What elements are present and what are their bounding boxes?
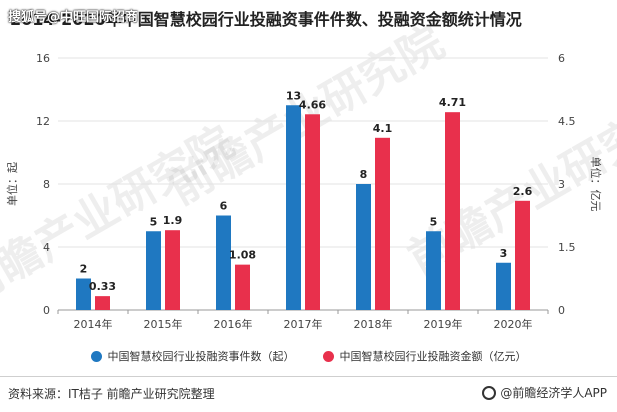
data-label-count: 6 <box>220 200 228 213</box>
brand: @前瞻经济学人APP <box>482 384 607 401</box>
bar-amount <box>165 230 180 310</box>
chart-title: 2014-2020年中国智慧校园行业投融资事件件数、投融资金额统计情况 <box>10 10 522 29</box>
bar-amount <box>305 114 320 310</box>
data-label-count: 13 <box>286 89 301 102</box>
bar-amount <box>95 296 110 310</box>
data-label-count: 8 <box>360 168 368 181</box>
bar-count <box>146 231 161 310</box>
y2-tick-label: 6 <box>558 52 565 65</box>
x-tick-label: 2015年 <box>144 317 183 331</box>
bar-count <box>426 231 441 310</box>
x-tick-label: 2020年 <box>494 317 533 331</box>
data-label-count: 2 <box>80 263 88 276</box>
x-tick-label: 2019年 <box>424 317 463 331</box>
y-axis-label: 单位：起 <box>5 162 19 206</box>
data-label-amount: 4.71 <box>439 96 466 109</box>
y2-tick-label: 3 <box>558 178 565 191</box>
y2-tick-label: 4.5 <box>558 115 576 128</box>
bar-count <box>76 278 91 310</box>
data-label-amount: 0.33 <box>89 280 116 293</box>
brand-logo-icon <box>482 385 497 400</box>
bar-count <box>286 105 301 310</box>
y-tick-label: 4 <box>43 241 50 254</box>
x-tick-label: 2017年 <box>284 317 323 331</box>
y-tick-label: 12 <box>36 115 50 128</box>
y-tick-label: 8 <box>43 178 50 191</box>
data-label-count: 3 <box>500 247 508 260</box>
legend-item-amount: 中国智慧校园行业投融资金额（亿元） <box>322 345 527 367</box>
y-tick-label: 16 <box>36 52 50 65</box>
bar-amount <box>515 200 530 310</box>
bar-amount <box>375 137 390 310</box>
data-label-amount: 2.6 <box>513 185 533 198</box>
data-label-amount: 1.08 <box>229 249 256 262</box>
y2-tick-label: 1.5 <box>558 241 576 254</box>
legend-marker-amount <box>322 350 334 362</box>
data-label-amount: 4.66 <box>299 98 326 111</box>
bar-count <box>216 215 231 310</box>
data-label-count: 5 <box>430 215 438 228</box>
legend-marker-count <box>90 350 102 362</box>
y-tick-label: 0 <box>43 304 50 317</box>
y2-axis-label: 单位：亿元 <box>589 157 603 212</box>
source-watermark: 搜狐号@中旺国际招商 <box>8 10 139 25</box>
bar-amount <box>235 264 250 310</box>
legend-label-amount: 中国智慧校园行业投融资金额（亿元） <box>339 350 527 363</box>
bar-count <box>496 262 511 310</box>
data-label-amount: 4.1 <box>373 122 393 135</box>
x-tick-label: 2018年 <box>354 317 393 331</box>
source-note: 资料来源：IT桔子 前瞻产业研究院整理 <box>8 387 215 401</box>
legend-item-count: 中国智慧校园行业投融资事件数（起） <box>90 345 295 367</box>
data-label-amount: 1.9 <box>163 214 183 227</box>
x-tick-label: 2016年 <box>214 317 253 331</box>
legend: 中国智慧校园行业投融资事件数（起） 中国智慧校园行业投融资金额（亿元） <box>0 345 617 367</box>
bar-count <box>356 184 371 310</box>
footer: 资料来源：IT桔子 前瞻产业研究院整理 @前瞻经济学人APP <box>0 376 617 407</box>
legend-label-count: 中国智慧校园行业投融资事件数（起） <box>107 350 295 363</box>
data-label-count: 5 <box>150 215 158 228</box>
y2-tick-label: 0 <box>558 304 565 317</box>
brand-label: @前瞻经济学人APP <box>500 386 607 400</box>
x-tick-label: 2014年 <box>74 317 113 331</box>
bar-amount <box>445 112 460 311</box>
bar-chart: 0 4 8 12 16 0 1.5 3 4.5 6 单位：起 单位：亿元 2014年 20.33 2015年… <box>5 52 603 331</box>
